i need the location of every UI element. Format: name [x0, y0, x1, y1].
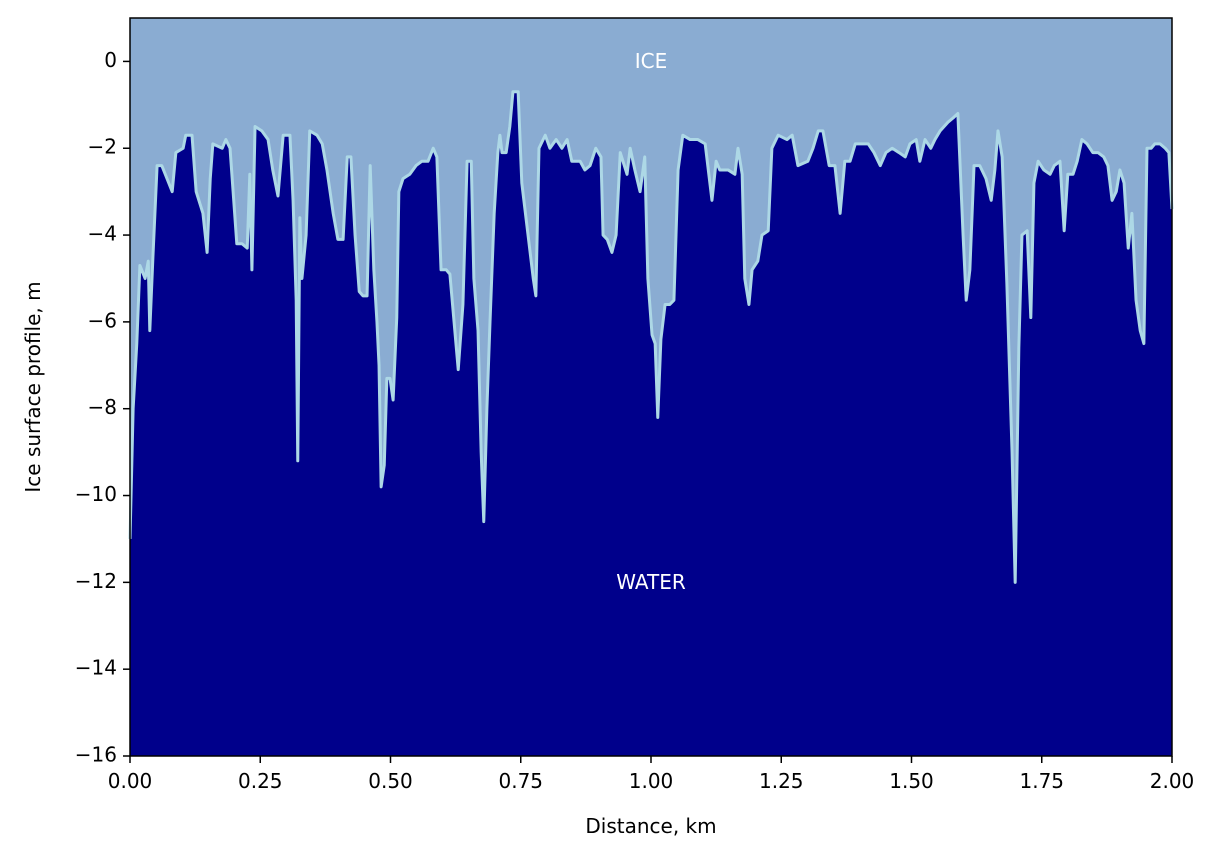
- y-tick-label: −6: [88, 308, 117, 332]
- annotation: ICE: [635, 49, 668, 73]
- y-tick-label: 0: [104, 48, 117, 72]
- x-tick-label: 0.00: [108, 769, 153, 793]
- y-tick-label: −16: [75, 743, 117, 767]
- x-tick-label: 1.75: [1019, 769, 1064, 793]
- y-tick-label: −8: [88, 395, 117, 419]
- y-axis-label: Ice surface profile, m: [21, 281, 45, 492]
- x-axis-label: Distance, km: [585, 814, 716, 838]
- y-tick-label: −4: [88, 222, 117, 246]
- x-tick-label: 0.50: [368, 769, 413, 793]
- x-tick-label: 0.25: [238, 769, 283, 793]
- ice-profile-line: [128, 90, 1174, 584]
- y-tick-label: −2: [88, 135, 117, 159]
- x-tick-label: 2.00: [1150, 769, 1195, 793]
- y-tick-label: −14: [75, 656, 117, 680]
- annotation: WATER: [616, 570, 686, 594]
- y-tick-label: −12: [75, 569, 117, 593]
- x-tick-label: 1.25: [759, 769, 804, 793]
- x-tick-label: 1.50: [889, 769, 934, 793]
- x-tick-label: 1.00: [629, 769, 674, 793]
- y-tick-label: −10: [75, 482, 117, 506]
- water-area: [130, 91, 1172, 757]
- x-tick-label: 0.75: [498, 769, 543, 793]
